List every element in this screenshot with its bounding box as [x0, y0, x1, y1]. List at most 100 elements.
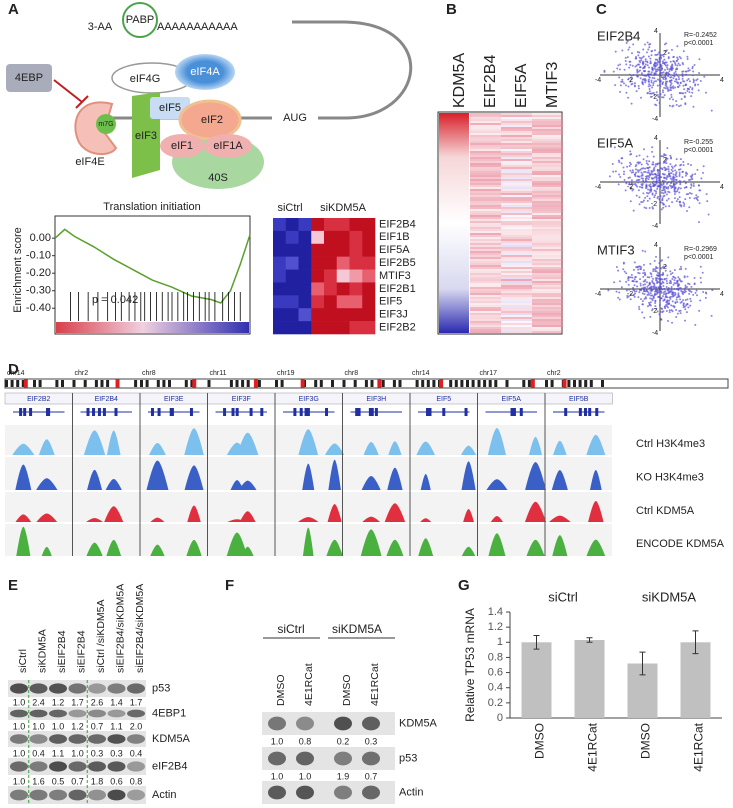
gene-name: EIF2B2 — [27, 396, 50, 403]
heatmap-stripe — [532, 177, 563, 179]
scatter-dot — [668, 97, 671, 100]
ideogram-band — [10, 380, 14, 387]
heatmap-stripe — [470, 115, 501, 117]
scatter-dot — [647, 78, 650, 81]
scatter-dot — [693, 282, 696, 285]
heatmap-stripe — [501, 325, 532, 327]
band — [127, 683, 145, 694]
heatmap-stripe — [532, 121, 563, 123]
cap-shape — [96, 114, 116, 134]
scatter-dot — [633, 290, 636, 293]
scatter-dot — [653, 77, 656, 80]
scatter-dot — [673, 197, 676, 200]
scatter-dot — [686, 58, 689, 61]
heatmap-stripe — [501, 211, 532, 213]
scatter-dot — [710, 109, 713, 112]
signal-peak — [238, 480, 257, 490]
heatmap-stripe — [532, 201, 563, 203]
scatter-dot — [649, 57, 652, 60]
heatmap-stripe — [532, 209, 563, 211]
heatmap-stripe — [501, 127, 532, 129]
heatmap-stripe — [501, 217, 532, 219]
heatmap-stripe — [470, 213, 501, 215]
scatter-dot — [669, 273, 672, 276]
heatmap-cell — [324, 321, 338, 335]
signal-peak — [302, 527, 314, 556]
scatter-dot — [662, 96, 665, 99]
scatter-dot — [657, 95, 660, 98]
heatmap-stripe — [470, 283, 501, 285]
scatter-dot — [644, 196, 647, 199]
heatmap-stripe — [501, 231, 532, 233]
heatmap-stripe — [532, 127, 563, 129]
band — [334, 716, 352, 731]
scatter-dot — [659, 310, 662, 313]
heatmap-stripe — [470, 133, 501, 135]
ideogram-band — [370, 380, 374, 387]
scatter-dot — [661, 60, 664, 63]
scatter-dot — [662, 192, 665, 195]
heatmap-cell — [273, 282, 287, 296]
band — [127, 709, 145, 718]
heatmap-stripe — [470, 259, 501, 261]
ideogram-band — [589, 380, 593, 387]
heatmap-stripe — [470, 247, 501, 249]
scatter-dot — [653, 49, 656, 52]
scatter-dot — [682, 299, 685, 302]
scatter-dot — [686, 303, 689, 306]
band — [49, 709, 67, 718]
scatter-dot — [659, 195, 662, 198]
heatmap-cell — [324, 230, 338, 245]
scatter-dot — [694, 172, 697, 175]
axis-tick-label: -4 — [652, 223, 658, 230]
x-tick-label: DMSO — [533, 723, 547, 759]
scatter-dot — [652, 84, 655, 87]
scatter-dot — [638, 56, 641, 59]
scatter-dot — [651, 163, 654, 166]
scatter-dot — [630, 273, 633, 276]
band — [29, 683, 48, 694]
scatter-dot — [646, 285, 649, 288]
quant-label: 1.6 — [32, 776, 45, 786]
scatter-dot — [656, 289, 659, 292]
scatter-dot — [705, 91, 708, 94]
heatmap-stripe — [532, 113, 563, 115]
scatter-dot — [630, 78, 633, 81]
quant-label: 0.4 — [32, 748, 45, 758]
scatter-dot — [676, 59, 679, 62]
scatter-dot — [627, 77, 630, 80]
scatter-dot — [639, 282, 642, 285]
scatter-dot — [653, 282, 656, 285]
scatter-dot — [644, 167, 647, 170]
scatter-dot — [654, 68, 657, 71]
scatter-dot — [659, 72, 662, 75]
lane-label: siKDM5A — [36, 629, 48, 673]
scatter-dot — [641, 74, 644, 77]
scatter-dot — [671, 180, 674, 183]
scatter-dot — [648, 43, 651, 46]
heatmap-cell — [362, 321, 376, 335]
gene-name: EIF5B — [569, 396, 589, 403]
scatter-dot — [629, 63, 632, 66]
signal-peak — [15, 464, 32, 490]
heatmap-stripe — [470, 293, 501, 295]
heatmap-stripe — [532, 331, 563, 333]
scatter-dot — [638, 305, 641, 308]
heatmap-stripe — [532, 171, 563, 173]
band — [88, 789, 106, 801]
exon — [169, 408, 173, 416]
scatter-dot — [656, 282, 659, 285]
heatmap-stripe — [470, 225, 501, 227]
scatter-dot — [648, 173, 651, 176]
scatter-dot — [658, 51, 661, 54]
heatmap-stripe — [470, 201, 501, 203]
scatter-dot — [683, 95, 686, 98]
scatter-dot — [661, 96, 664, 99]
scatter-dot — [668, 184, 671, 187]
heatmap-stripe — [470, 257, 501, 259]
blot-bg — [262, 781, 395, 804]
heatmap-stripe — [532, 191, 563, 193]
scatter-dot — [627, 295, 630, 298]
scatter-dot — [617, 269, 620, 272]
scatter-dot — [635, 194, 638, 197]
